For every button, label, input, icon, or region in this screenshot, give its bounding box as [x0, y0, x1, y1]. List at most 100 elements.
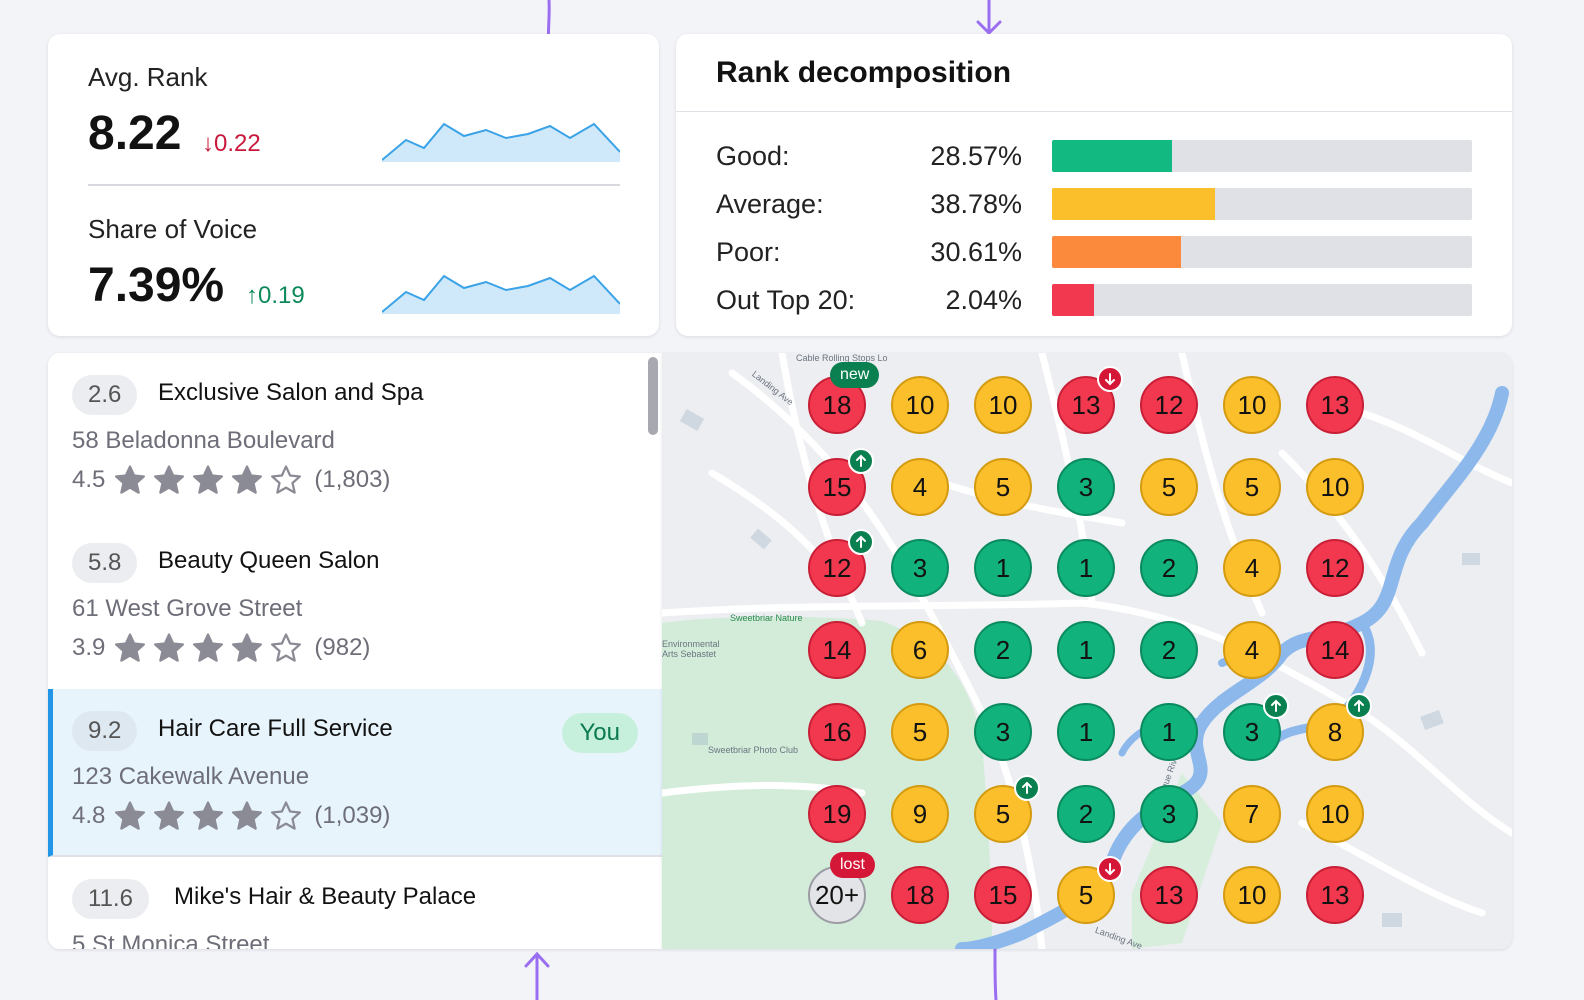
star-filled-icon	[193, 801, 224, 830]
rank-down-icon	[1097, 856, 1123, 883]
rating-stars	[113, 799, 308, 833]
decomposition-row: Average: 38.78%	[676, 186, 1512, 222]
map-label: Sweetbriar Nature	[730, 613, 803, 623]
rank-pin[interactable]: 5	[1140, 457, 1198, 516]
share-of-voice-value: 7.39%	[88, 259, 225, 312]
decomposition-percent: 30.61%	[930, 237, 1022, 267]
star-filled-icon	[232, 633, 263, 662]
decomposition-percent: 28.57%	[930, 141, 1022, 171]
decomposition-row: Poor: 30.61%	[676, 234, 1512, 270]
avg-rank-value: 8.22	[88, 107, 182, 160]
rank-pin[interactable]: 1	[1140, 702, 1198, 761]
rank-pin[interactable]: 18	[891, 866, 949, 925]
star-filled-icon	[115, 801, 146, 830]
listing-score: 2.6	[72, 375, 138, 415]
listing-item[interactable]: 9.2 Hair Care Full Service 123 Cakewalk Av…	[48, 689, 662, 857]
review-count: (1,039)	[314, 802, 391, 829]
rank-pin[interactable]: 6	[891, 621, 949, 680]
review-count: (1,803)	[314, 466, 391, 493]
review-count: (982)	[314, 634, 371, 661]
decomposition-bar-track	[1052, 236, 1472, 268]
star-filled-icon	[154, 465, 185, 494]
header-divider	[676, 111, 1512, 112]
list-scrollbar[interactable]	[648, 357, 658, 435]
star-filled-icon	[232, 801, 263, 830]
rating-value: 3.9	[72, 634, 106, 661]
rank-pin[interactable]: 1	[1057, 621, 1115, 680]
metrics-card: Avg. Rank 8.22 ↓0.22 Share of Voice 7.39…	[48, 34, 659, 336]
listing-name: Mike's Hair & Beauty Palace	[174, 883, 477, 910]
rank-pin[interactable]: 5	[974, 457, 1032, 516]
rank-pin[interactable]: 3	[1140, 784, 1198, 843]
star-filled-icon	[115, 465, 146, 494]
rank-pin[interactable]: 2	[1140, 621, 1198, 680]
star-filled-icon	[154, 801, 185, 830]
decomposition-label: Poor:	[716, 237, 781, 267]
rank-pin[interactable]: 9	[891, 784, 949, 843]
rank-pin[interactable]: 12	[1306, 539, 1364, 598]
avg-rank-label: Avg. Rank	[88, 62, 208, 92]
rank-pin[interactable]: 14	[1306, 621, 1364, 680]
rank-pin[interactable]: 16	[808, 702, 866, 761]
rank-grid-map[interactable]: Cable Rolling Stops Lo Landing Ave Sweet…	[662, 353, 1512, 949]
rank-up-icon	[848, 447, 874, 474]
rank-decomposition-card: Rank decomposition Good: 28.57% Average: 38…	[676, 34, 1512, 336]
rank-pin[interactable]: 1	[1057, 702, 1115, 761]
listing-item[interactable]: 11.6 Mike's Hair & Beauty Palace 5 St Moni…	[48, 857, 662, 949]
decomposition-bar-fill	[1052, 188, 1215, 220]
rank-pin[interactable]: 3	[891, 539, 949, 598]
rank-pin[interactable]: 10	[1223, 866, 1281, 925]
competitor-list[interactable]: 2.6 Exclusive Salon and Spa 58 Beladonna B…	[48, 353, 662, 949]
rank-pin[interactable]: 10	[1306, 784, 1364, 843]
rank-pin[interactable]: 4	[1223, 539, 1281, 598]
rank-pin[interactable]: 14	[808, 621, 866, 680]
rank-pin[interactable]: 5	[1223, 457, 1281, 516]
listing-item[interactable]: 2.6 Exclusive Salon and Spa 58 Beladonna B…	[48, 353, 662, 523]
rank-pin[interactable]: 1	[974, 539, 1032, 598]
rank-pin[interactable]: 10	[1223, 376, 1281, 434]
rank-pin[interactable]: 3	[974, 702, 1032, 761]
decomposition-row: Good: 28.57%	[676, 138, 1512, 174]
new-tag: new	[830, 362, 880, 388]
share-of-voice-sparkline	[382, 274, 620, 314]
arrow-up-icon: ↑	[246, 282, 258, 309]
decomposition-bar-track	[1052, 284, 1472, 316]
rank-pin[interactable]: 1	[1057, 539, 1115, 598]
listing-score: 11.6	[72, 879, 149, 919]
rank-up-icon	[848, 529, 874, 556]
listing-name: Hair Care Full Service	[158, 715, 393, 742]
rank-pin[interactable]: 15	[808, 457, 866, 516]
you-badge: You	[561, 713, 638, 753]
rank-pin[interactable]: 7	[1223, 784, 1281, 843]
decomposition-label: Average:	[716, 189, 824, 219]
decomposition-bar-fill	[1052, 140, 1172, 172]
rank-pin[interactable]: 13	[1306, 376, 1364, 434]
map-label: Sweetbriar Photo Club	[708, 745, 799, 755]
rank-pin[interactable]: 12	[1140, 376, 1198, 434]
listing-name: Beauty Queen Salon	[158, 547, 380, 574]
rank-pin[interactable]: 19	[808, 784, 866, 843]
rank-pin[interactable]: 2	[1057, 784, 1115, 843]
rank-pin[interactable]: 13	[1306, 866, 1364, 925]
rank-pin[interactable]: 2	[974, 621, 1032, 680]
decomposition-label: Good:	[716, 141, 790, 171]
avg-rank-sparkline	[382, 122, 620, 162]
avg-rank-delta: ↓0.22	[202, 130, 261, 157]
listing-item[interactable]: 5.8 Beauty Queen Salon 61 West Grove Stree…	[48, 521, 662, 691]
rating-value: 4.5	[72, 466, 106, 493]
rank-pin[interactable]: 10	[974, 376, 1032, 434]
listing-score: 9.2	[72, 711, 138, 751]
rank-pin[interactable]: 10	[1306, 457, 1364, 516]
rank-pin[interactable]: 3	[1057, 457, 1115, 516]
rank-pin[interactable]: 4	[891, 457, 949, 516]
rank-pin[interactable]: 15	[974, 866, 1032, 925]
rank-pin[interactable]: 5	[891, 702, 949, 761]
rank-up-icon	[1263, 692, 1289, 719]
rank-up-icon	[1346, 692, 1372, 719]
rank-pin[interactable]: 10	[891, 376, 949, 434]
rank-pin[interactable]: 13	[1140, 866, 1198, 925]
listing-rating: 4.8 (1,039)	[72, 799, 390, 833]
rank-pin[interactable]: 2	[1140, 539, 1198, 598]
rank-pin[interactable]: 3	[1223, 702, 1281, 761]
rank-pin[interactable]: 4	[1223, 621, 1281, 680]
